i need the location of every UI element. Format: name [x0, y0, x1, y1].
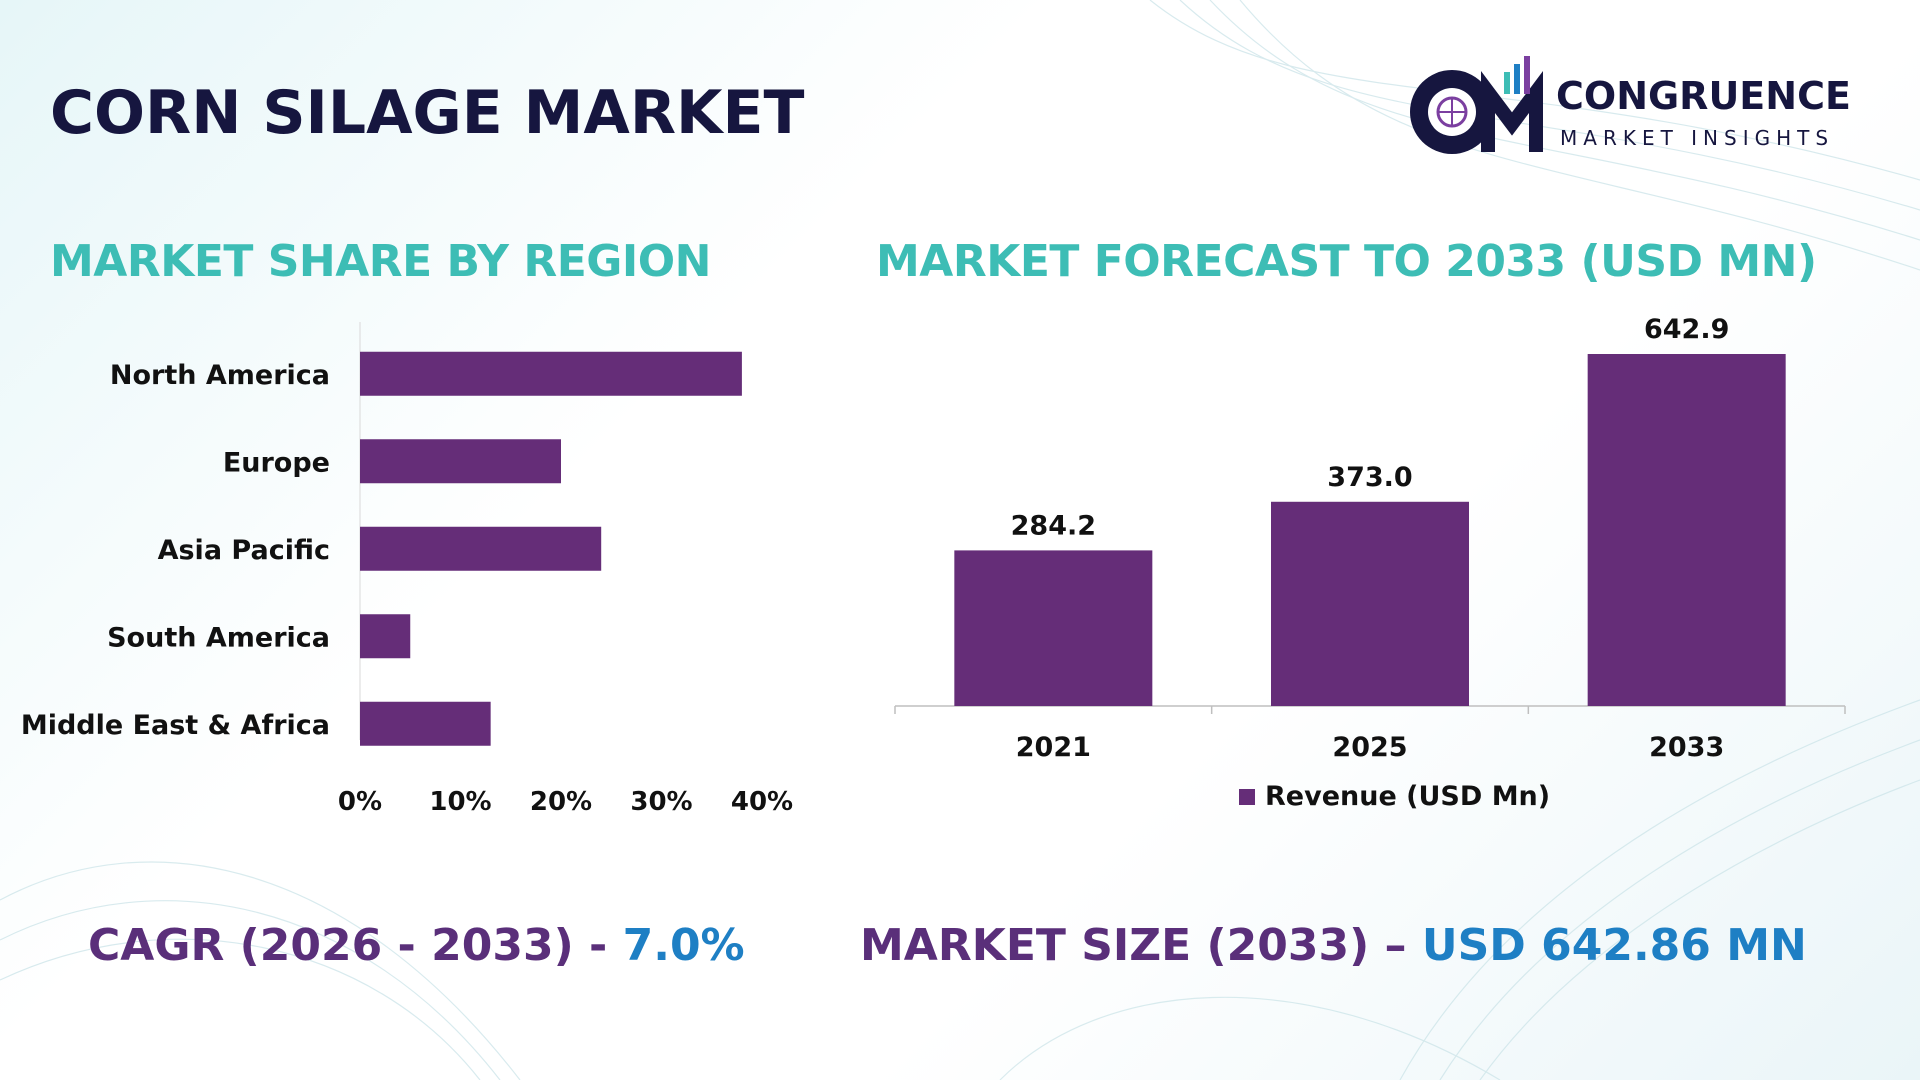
data-label: 284.2 [1011, 510, 1096, 541]
bar-asia-pacific [360, 526, 602, 571]
bar-2025 [1271, 501, 1469, 706]
x-tick-label: 2033 [1649, 732, 1724, 763]
category-label: Asia Pacific [158, 535, 330, 566]
x-tick-label: 0% [338, 787, 382, 817]
bar-south-america [360, 614, 411, 659]
data-label: 642.9 [1644, 314, 1729, 345]
category-label: South America [107, 622, 330, 653]
category-label: North America [110, 360, 330, 391]
region-share-title: MARKET SHARE BY REGION [50, 236, 712, 287]
brand-logo: CONGRUENCE MARKET INSIGHTS [1400, 52, 1870, 162]
x-tick-label: 2025 [1332, 732, 1407, 763]
forecast-title: MARKET FORECAST TO 2033 (USD MN) [876, 236, 1817, 287]
logo-text: CONGRUENCE [1556, 74, 1851, 118]
logo-subtext: MARKET INSIGHTS [1560, 126, 1835, 150]
market-size-stat: MARKET SIZE (2033) – USD 642.86 MN [860, 920, 1807, 971]
cagr-stat: CAGR (2026 - 2033) - 7.0% [88, 920, 745, 971]
cagr-label: CAGR (2026 - 2033) - [88, 920, 623, 971]
x-tick-label: 10% [429, 787, 491, 817]
data-label: 373.0 [1327, 462, 1412, 493]
market-size-label: MARKET SIZE (2033) – [860, 920, 1422, 971]
cagr-value: 7.0% [622, 920, 745, 971]
x-tick-label: 30% [630, 787, 692, 817]
x-tick-label: 40% [731, 787, 793, 817]
market-size-value: USD 642.86 MN [1421, 920, 1807, 971]
category-label: Europe [223, 447, 330, 478]
region-share-chart: North America Europe Asia Pacific South Ame… [21, 322, 793, 817]
forecast-chart: 284.2 2021 373.0 2025 642.9 2033 Revenue (USD … [894, 314, 1846, 812]
page-title: CORN SILAGE MARKET [50, 78, 805, 148]
bar-2033 [1587, 354, 1786, 706]
bar-europe [360, 439, 561, 484]
category-label: Middle East & Africa [21, 710, 330, 741]
x-tick-label: 20% [530, 787, 592, 817]
x-tick-label: 2021 [1016, 732, 1091, 763]
bar-north-america [360, 351, 742, 396]
bar-middle-east-africa [360, 701, 491, 746]
legend-swatch [1239, 789, 1255, 805]
legend-label: Revenue (USD Mn) [1265, 781, 1550, 812]
logo-mark-icon [1410, 56, 1543, 154]
bar-2021 [954, 550, 1153, 706]
